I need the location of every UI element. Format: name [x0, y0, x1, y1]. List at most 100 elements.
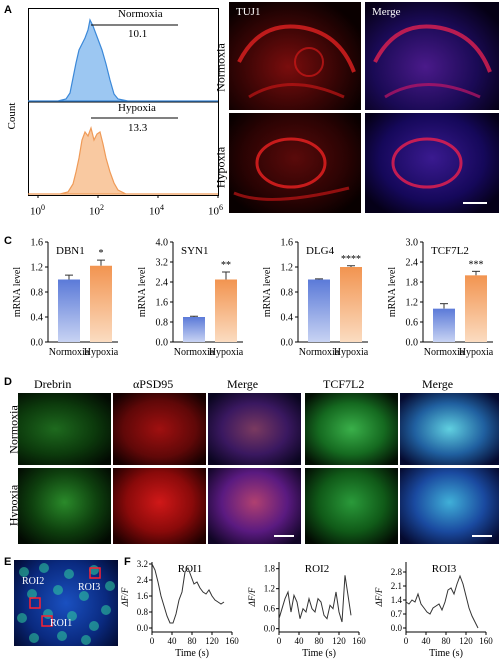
merge2-hypoxia [400, 468, 499, 544]
y-tick-label: 2.4 [137, 575, 149, 585]
y-tick-label: 1.6 [31, 238, 44, 249]
y-tick-label: 0.8 [156, 318, 169, 329]
panel-letter-a: A [4, 4, 12, 16]
tcf7l2-hypoxia [305, 468, 398, 544]
y-tick-label: 1.8 [264, 564, 276, 574]
x-tick-label: Normoxia [49, 347, 90, 358]
tcf7l2-normoxia [305, 393, 398, 465]
trace-line [405, 574, 479, 629]
roi3-label: ROI3 [78, 582, 101, 593]
bar-normoxia [183, 317, 205, 342]
chart-title: SYN1 [181, 245, 209, 257]
merge2-normoxia [400, 393, 499, 465]
x-tick-label: 40 [295, 636, 305, 646]
y-tick-label: 0.0 [264, 624, 276, 634]
tuj1-label: TUJ1 [236, 6, 261, 18]
roi1-label: ROI1 [50, 618, 73, 629]
y-tick-label: 0.4 [281, 313, 294, 324]
calcium-trace-charts: 0 40 80 120 160 0.0 0.8 1.6 2.4 3.2 Time (s) ΔF/F RO… [120, 559, 493, 659]
y-tick-label: 3.2 [137, 559, 148, 569]
y-tick-label: 2.4 [406, 258, 419, 269]
x-tick-label: Hypoxia [334, 347, 369, 358]
trace-chart-roi3: 0 40 80 120 160 0.0 0.7 1.4 2.1 2.8 Time (s) ΔF/F RO… [374, 562, 493, 659]
x-tick-label: 160 [352, 636, 366, 646]
significance-mark: ** [221, 260, 231, 271]
y-tick-label: 0.0 [137, 623, 149, 633]
count-axis-label: Count [6, 102, 18, 130]
x-tick-label: 120 [205, 636, 219, 646]
normoxia-label: Normoxia [118, 8, 163, 20]
y-tick-label: 0.0 [406, 338, 419, 349]
trace-line [278, 575, 352, 623]
d-col-merge2: Merge [422, 377, 454, 391]
calcium-traces: 0 40 80 120 160 0.0 0.8 1.6 2.4 3.2 Time (s) ΔF/F RO… [120, 556, 502, 660]
y-tick-label: 0.0 [31, 338, 44, 349]
y-tick-label: 0.4 [31, 313, 44, 324]
y-tick-label: 2.4 [156, 278, 169, 289]
tick-1e6: 106 [208, 203, 223, 218]
tick-1e4: 104 [149, 203, 164, 218]
panel-letter-d: D [4, 376, 12, 388]
y-axis-label: mRNA level [12, 267, 23, 317]
calcium-imaging-field: ROI1 ROI2 ROI3 [14, 560, 118, 646]
panel-letter-f: F [124, 556, 131, 568]
d-col-drebrin: Drebrin [34, 377, 72, 391]
merge1-hypoxia [208, 468, 301, 544]
y-axis-label: mRNA level [262, 267, 273, 317]
d-col-psd95: αPSD95 [133, 377, 174, 391]
x-tick-label: Normoxia [424, 347, 465, 358]
hypoxia-histogram [28, 125, 218, 195]
normoxia-histogram [28, 18, 218, 102]
tuj1-normoxia-image [229, 2, 361, 110]
bar-normoxia [308, 279, 330, 342]
psd95-normoxia [113, 393, 206, 465]
chart-title: TCF7L2 [431, 245, 469, 257]
significance-mark: *** [469, 259, 484, 270]
bar-chart-tcf7l2: 0.0 0.6 1.2 1.8 2.4 3.0 mRNA level TCF7L2 Normox… [387, 238, 494, 359]
tick-1e0: 100 [30, 203, 45, 218]
bar-hypoxia [465, 275, 487, 342]
y-axis-label: ΔF/F [374, 587, 384, 607]
hypoxia-label: Hypoxia [118, 102, 156, 114]
mrna-charts: 0.0 0.4 0.8 1.2 1.6 mRNA level DBN1 Normoxia Hyp… [0, 232, 502, 372]
x-tick-label: Hypoxia [209, 347, 244, 358]
bar-normoxia [58, 279, 80, 342]
normoxia-value: 10.1 [128, 28, 148, 40]
y-tick-label: 0.6 [264, 604, 276, 614]
flow-cytometry-panel: Count Normoxia 10.1 Hypoxia 13.3 100 102… [0, 0, 225, 230]
bar-hypoxia [340, 267, 362, 342]
y-tick-label: 3.2 [156, 258, 169, 269]
y-tick-label: 1.4 [391, 595, 403, 605]
x-tick-label: 80 [188, 636, 198, 646]
psd95-hypoxia [113, 468, 206, 544]
merge1-normoxia [208, 393, 301, 465]
row-label-normoxia: Normoxia [213, 43, 228, 92]
drebrin-hypoxia [18, 468, 111, 544]
hypoxia-value: 13.3 [128, 122, 148, 134]
trace-title: ROI2 [305, 563, 329, 575]
tick-1e2: 102 [89, 203, 104, 218]
d-col-merge1: Merge [227, 377, 259, 391]
y-tick-label: 1.6 [281, 238, 294, 249]
bar-hypoxia [215, 279, 237, 342]
y-tick-label: 0.6 [406, 318, 419, 329]
x-axis-label: Time (s) [175, 648, 209, 659]
row-label-hypoxia: Hypoxia [213, 146, 228, 189]
x-axis-label: Time (s) [302, 648, 336, 659]
trace-chart-roi2: 0 40 80 120 160 0.0 0.6 1.2 1.8 Time (s) ΔF/F ROI2 [247, 562, 366, 659]
y-tick-label: 4.0 [156, 238, 169, 249]
x-tick-label: Normoxia [299, 347, 340, 358]
y-tick-label: 0.8 [137, 607, 149, 617]
drebrin-normoxia [18, 393, 111, 465]
bar-normoxia [433, 308, 455, 342]
x-tick-label: 120 [332, 636, 346, 646]
bar-chart-syn1: 0.0 0.8 1.6 2.4 3.2 4.0 mRNA level SYN1 Normoxia… [137, 238, 244, 359]
y-tick-label: 3.0 [406, 238, 419, 249]
roi2-box [29, 597, 41, 609]
merge-normoxia-image [365, 2, 499, 110]
tuj1-hypoxia-image [229, 113, 361, 213]
chart-title: DLG4 [306, 245, 335, 257]
panel-letter-e: E [4, 556, 12, 568]
significance-mark: **** [341, 254, 361, 265]
y-axis-label: mRNA level [137, 267, 148, 317]
